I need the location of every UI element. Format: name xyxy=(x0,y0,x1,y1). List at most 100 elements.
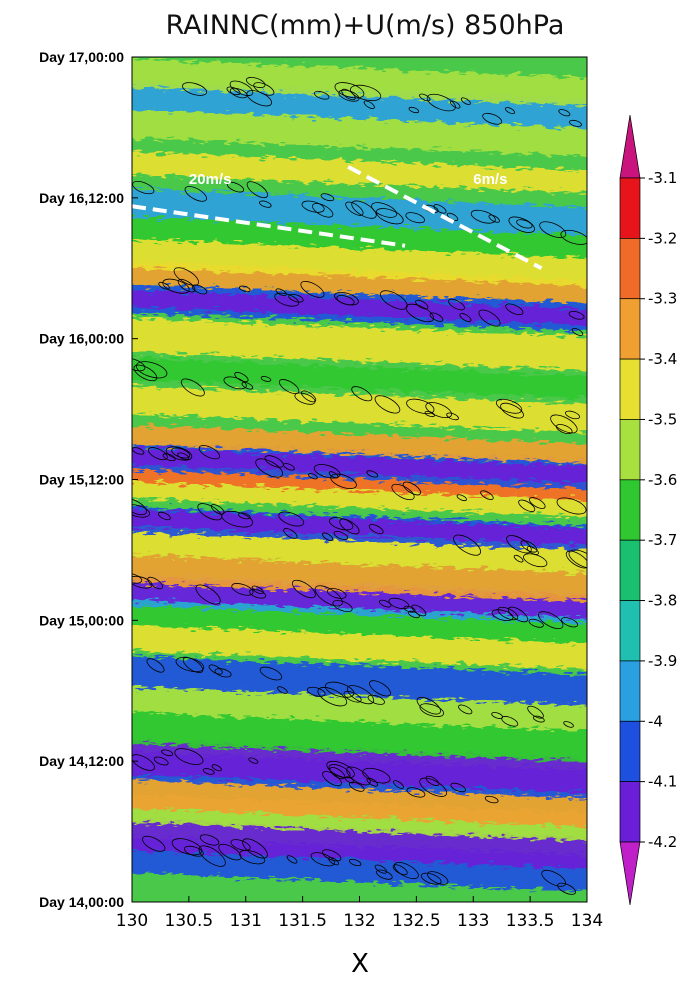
rain-contour xyxy=(346,766,371,786)
y-tick-label: Day 14,12:00 xyxy=(39,753,124,769)
heatmap-band xyxy=(132,447,587,484)
y-tick-label: Day 16,12:00 xyxy=(39,190,124,206)
rain-contour xyxy=(411,604,427,617)
y-tick-label: Day 15,12:00 xyxy=(39,472,124,488)
colorbar-segment xyxy=(619,419,641,481)
rain-contour xyxy=(450,782,466,793)
rain-contour xyxy=(328,857,340,866)
rain-contour xyxy=(482,112,503,125)
x-axis-label: X xyxy=(351,949,369,979)
rain-contour xyxy=(288,293,304,303)
colorbar-tick-label: -3.8 xyxy=(648,592,677,610)
rain-contour xyxy=(313,464,341,479)
rain-contour xyxy=(283,528,298,539)
rain-contour xyxy=(274,292,300,307)
rain-contour xyxy=(456,494,467,502)
rain-contour xyxy=(248,757,259,764)
rain-contour xyxy=(275,288,287,297)
rain-contour xyxy=(310,852,335,867)
rain-contour xyxy=(132,754,155,771)
rain-contour xyxy=(173,267,200,286)
rain-contour xyxy=(520,540,538,553)
colorbar-tick-label: -4.2 xyxy=(648,833,677,851)
rain-contour xyxy=(507,606,529,623)
rain-contour xyxy=(405,303,435,323)
rain-contour xyxy=(339,518,360,535)
rain-contour xyxy=(177,452,190,460)
rain-contour xyxy=(229,80,254,96)
rain-contour xyxy=(180,378,205,397)
rain-contour xyxy=(330,473,357,489)
rain-contour xyxy=(406,787,426,798)
rain-contour xyxy=(246,181,269,199)
rain-contour xyxy=(158,281,170,290)
colorbar-tick-label: -4 xyxy=(648,712,663,730)
rain-contour xyxy=(251,585,264,595)
x-tick-label: 133 xyxy=(457,911,489,931)
rain-contour xyxy=(491,712,504,719)
rain-contour xyxy=(393,780,404,789)
rain-contour xyxy=(161,749,174,757)
x-tick-label: 131.5 xyxy=(278,911,327,931)
rain-contour xyxy=(322,532,334,542)
x-tick-label: 132.5 xyxy=(392,911,441,931)
heatmap-band xyxy=(132,712,587,762)
rain-contour xyxy=(191,284,208,295)
rain-contour xyxy=(171,447,191,459)
colorbar-tick-label: -3.9 xyxy=(648,652,677,670)
rain-contour xyxy=(199,834,220,846)
rain-contour xyxy=(363,100,375,110)
rain-contour xyxy=(488,214,500,223)
rain-contour xyxy=(245,76,266,88)
rain-contour xyxy=(480,490,494,500)
rain-contour xyxy=(260,376,272,382)
heatmap-band xyxy=(132,239,587,286)
rain-contour xyxy=(278,379,300,395)
rain-contour xyxy=(571,327,584,336)
rain-contour xyxy=(425,775,440,787)
rain-contour xyxy=(555,424,573,435)
rain-contour xyxy=(541,869,567,887)
heatmap-band xyxy=(132,819,587,869)
speed-annotations: 20m/s 6m/s xyxy=(132,165,543,271)
rain-contour xyxy=(459,313,472,322)
rain-contour xyxy=(332,600,353,613)
colorbar-segment xyxy=(619,660,641,722)
heatmap-band xyxy=(132,216,587,258)
rain-contour xyxy=(211,764,222,772)
rain-contour xyxy=(526,546,539,555)
rain-contour xyxy=(301,390,317,403)
rain-contour xyxy=(324,681,355,698)
rain-contour xyxy=(560,229,587,245)
rain-contour xyxy=(450,100,461,109)
colorbar-tick-label: -3.3 xyxy=(648,290,677,308)
colorbar-tick-label: -3.6 xyxy=(648,471,677,489)
rain-contour xyxy=(198,845,226,867)
heatmap-band xyxy=(132,599,587,644)
colorbar-segment xyxy=(619,600,641,662)
rain-contour xyxy=(234,372,249,383)
rain-contour xyxy=(402,481,422,496)
rain-contour xyxy=(135,361,168,379)
rain-contour xyxy=(312,203,334,218)
rain-contour xyxy=(369,680,391,697)
y-tick-label: Day 17,00:00 xyxy=(39,49,124,65)
rain-contour xyxy=(306,686,326,697)
rain-contour xyxy=(153,756,169,766)
rain-contour xyxy=(504,107,516,115)
plot-area: 20m/s 6m/s xyxy=(132,57,587,902)
x-tick-label: 131 xyxy=(230,911,262,931)
colorbar-segment xyxy=(619,539,641,601)
rain-contour xyxy=(184,186,207,202)
rain-contour xyxy=(238,512,251,520)
rain-contour xyxy=(460,97,471,105)
colorbar-segment xyxy=(619,177,641,239)
rain-contour xyxy=(513,554,524,563)
rain-contour xyxy=(556,497,587,515)
heatmap-bands xyxy=(132,59,587,892)
rain-contour xyxy=(550,414,578,434)
rain-contour xyxy=(132,504,150,518)
rain-contour xyxy=(314,585,343,607)
x-tick-label: 130 xyxy=(116,911,148,931)
rain-contour xyxy=(419,93,431,102)
